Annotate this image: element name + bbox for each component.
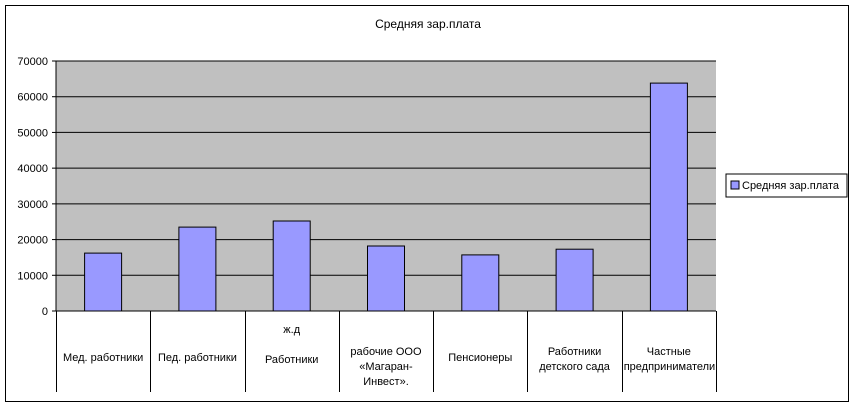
y-tick-label: 40000 <box>17 163 48 175</box>
category-label: Пед. работники <box>157 352 237 364</box>
bar <box>555 248 594 312</box>
y-tick-label: 20000 <box>17 235 48 247</box>
y-tick-label: 30000 <box>17 199 48 211</box>
bar <box>649 82 688 312</box>
y-tick-label: 60000 <box>17 92 48 104</box>
category-label: Мед. работники <box>62 352 144 364</box>
bar <box>178 226 217 312</box>
chart-title: Средняя зар.плата <box>375 17 481 31</box>
legend-box <box>725 173 848 198</box>
category-label: рабочие ООО «Магаран-Инвест». <box>350 346 422 388</box>
category-table-lines <box>56 310 717 392</box>
bar <box>461 254 500 312</box>
y-tick-label: 10000 <box>17 270 48 282</box>
y-tick-label: 0 <box>42 306 48 318</box>
y-axis: 0 10000 20000 30000 40000 50000 60000 70000 <box>17 56 57 318</box>
bar <box>272 220 311 312</box>
legend: Средняя зар.плата <box>725 173 848 198</box>
category-label: Работники детского сада <box>539 346 610 373</box>
bars <box>84 82 688 312</box>
y-tick-label: 70000 <box>17 56 48 68</box>
category-label: Пенсионеры <box>448 352 513 364</box>
category-label: Частные предприниматели <box>623 346 716 373</box>
bar <box>367 245 405 312</box>
bar <box>84 252 123 312</box>
category-label: ж.д Работники <box>264 324 319 366</box>
y-tick-label: 50000 <box>17 127 48 139</box>
legend-label: Средняя зар.плата <box>742 180 840 192</box>
legend-swatch <box>730 180 740 190</box>
